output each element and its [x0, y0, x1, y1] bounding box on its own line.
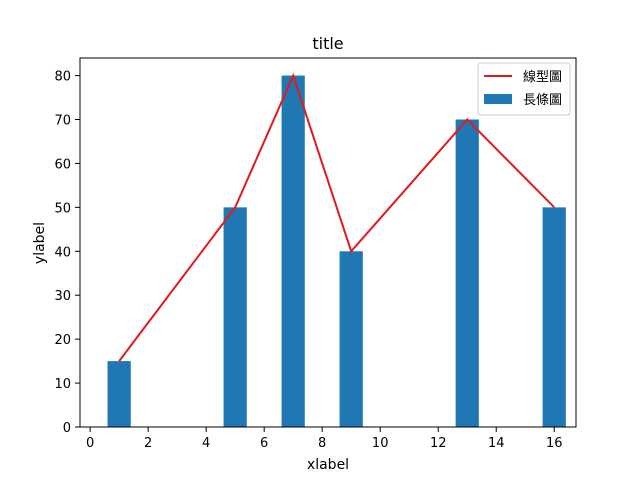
x-tick-label: 14 [488, 436, 505, 451]
y-tick-label: 30 [54, 289, 71, 304]
legend-bar-swatch [484, 94, 512, 104]
y-axis-label: ylabel [32, 222, 48, 264]
x-tick-label: 10 [372, 436, 389, 451]
x-axis-label: xlabel [307, 457, 349, 473]
series-line [118, 72, 555, 362]
legend-bar-label: 長條圖 [523, 93, 562, 108]
bar [542, 207, 566, 427]
bar [107, 361, 131, 427]
x-tick-label: 8 [318, 436, 326, 451]
y-tick-label: 0 [63, 421, 71, 436]
y-tick-label: 20 [54, 333, 71, 348]
line-layer [118, 72, 555, 362]
y-tick-label: 60 [54, 157, 71, 172]
y-ticks-layer: 0 10 20 30 40 50 60 70 80 [54, 70, 80, 436]
legend-line-label: 線型圖 [523, 69, 562, 85]
chart-title: title [312, 34, 343, 53]
y-tick-label: 70 [54, 114, 71, 129]
x-tick-label: 6 [260, 436, 268, 451]
y-tick-label: 80 [54, 70, 71, 85]
x-tick-label: 4 [202, 436, 210, 451]
legend: 線型圖 長條圖 [477, 62, 571, 116]
x-tick-label: 16 [546, 436, 563, 451]
x-tick-label: 12 [430, 436, 447, 451]
x-tick-label: 2 [144, 436, 152, 451]
bar [281, 75, 305, 428]
y-tick-label: 40 [54, 245, 71, 260]
bar [455, 119, 479, 427]
bars-layer [107, 75, 566, 428]
plot-frame [79, 57, 577, 428]
bar [339, 251, 363, 427]
y-tick-label: 50 [54, 201, 71, 216]
x-ticks-layer: 0 2 4 6 8 10 12 14 16 [86, 427, 563, 451]
y-tick-label: 10 [54, 377, 71, 392]
bar [223, 207, 247, 427]
x-tick-label: 0 [86, 436, 94, 451]
